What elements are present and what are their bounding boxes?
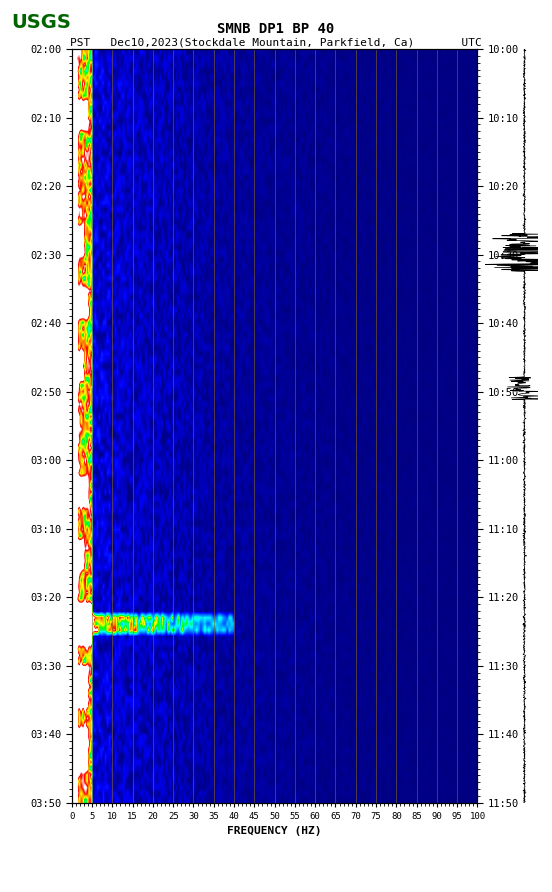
Text: PST   Dec10,2023(Stockdale Mountain, Parkfield, Ca)       UTC: PST Dec10,2023(Stockdale Mountain, Parkf… bbox=[70, 37, 482, 47]
Text: USGS: USGS bbox=[11, 13, 71, 32]
Text: SMNB DP1 BP 40: SMNB DP1 BP 40 bbox=[217, 22, 335, 37]
X-axis label: FREQUENCY (HZ): FREQUENCY (HZ) bbox=[227, 826, 322, 837]
